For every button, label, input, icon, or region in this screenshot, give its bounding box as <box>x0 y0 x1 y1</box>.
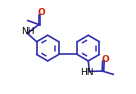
Text: NH: NH <box>21 27 35 36</box>
Text: O: O <box>38 8 46 17</box>
Text: O: O <box>102 55 109 64</box>
Text: HN: HN <box>80 68 94 77</box>
